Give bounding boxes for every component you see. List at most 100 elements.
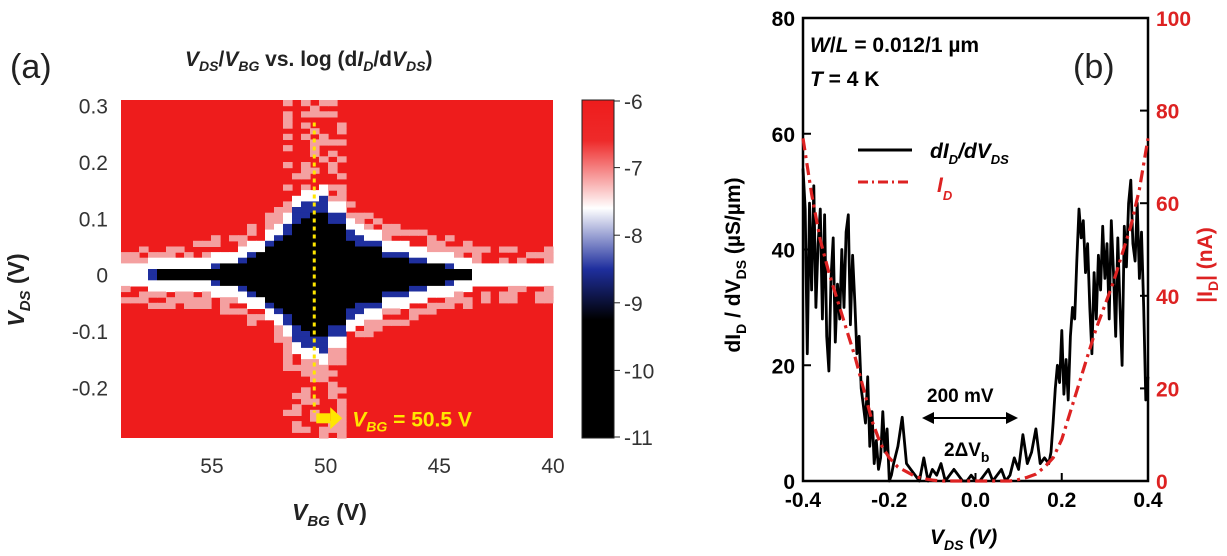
heatmap-cell [355,302,365,309]
heatmap-cell [346,201,356,208]
heatmap-cell [301,212,311,219]
heatmap-cell [265,314,275,321]
heatmap-cell [220,280,230,287]
heatmap-cell [157,302,167,309]
heatmap-cell [202,263,212,270]
heatmap-cell [292,218,302,225]
heatmap-cell [283,223,293,231]
heatmap-cell [436,280,446,287]
heatmap-cell [283,291,293,298]
heatmap-cell [328,331,338,338]
heatmap-cell [355,240,365,247]
heatmap-cell [229,235,239,242]
heatmap-cell [391,285,401,293]
heatmap-cell [301,364,311,371]
heatmap-cell [364,257,374,264]
heatmap-cell [301,229,311,236]
heatmap-cell [319,314,329,321]
heatmap-cell [328,426,338,433]
heatmap-cell [409,308,419,315]
heatmap-cell [274,336,284,343]
heatmap-cell [175,257,185,264]
heatmap-cell [283,116,293,124]
heatmap-cell [481,263,491,270]
heatmap-cell [418,229,428,236]
heatmap-cell [328,139,338,146]
heatmap-cell [301,347,311,355]
heatmap-cell [373,240,383,247]
heatmap-cell [301,336,311,343]
heatmap-cell [292,302,302,309]
heatmap-cell [220,285,230,293]
heatmap-cell [319,223,329,231]
heatmap-cell [121,263,131,270]
heatmap-cell [481,269,491,276]
heatmap-cell [337,235,347,242]
heatmap-cell [238,285,248,293]
heatmap-cell [328,257,338,264]
heatmap-cell [292,269,302,276]
heatmap-cell [301,370,311,377]
heatmap-cell [337,308,347,315]
heatmap-cell [427,246,437,253]
heatmap-cell [319,302,329,309]
line-plot-y-label-left: dID / dVDS (µS/µm) [722,177,749,352]
heatmap-cell [319,336,329,343]
heatmap-cell [409,263,419,270]
heatmap-cell [292,314,302,321]
heatmap-plot-area [121,100,554,439]
heatmap-cell [301,325,311,332]
right-tick-label: 100 [1156,8,1191,31]
heatmap-cell [337,128,347,135]
legend-label-didv: dID/dVDS [930,140,1009,167]
heatmap-cell [283,252,293,259]
heatmap-cell [193,285,203,293]
heatmap-cell [229,269,239,276]
heatmap-cell [337,274,347,281]
heatmap-cell [238,252,248,259]
heatmap-cell [301,257,311,264]
heatmap-cell [274,285,284,293]
heatmap-cell [283,212,293,219]
heatmap-cell [382,302,392,309]
heatmap-cell [211,235,221,242]
heatmap-cell [445,246,455,253]
heatmap-cell [301,201,311,208]
heatmap-cell [274,235,284,242]
heatmap-cell [535,274,545,281]
heatmap-cell [355,274,365,281]
heatmap-cell [400,269,410,276]
heatmap-cell [301,173,311,180]
heatmap-cell [247,280,257,287]
heatmap-cell [301,195,311,202]
heatmap-cell [310,302,320,309]
heatmap-cell [247,302,257,309]
heatmap-cell [184,257,194,264]
heatmap-cell [292,212,302,219]
right-tick-label: 20 [1156,378,1179,401]
heatmap-cell [319,432,329,439]
heatmap-cell [139,257,149,264]
heatmap-cell [508,285,518,293]
heatmap-cell [301,184,311,191]
heatmap-cell [481,246,491,253]
heatmap-cell [310,269,320,276]
heatmap-cell [283,331,293,338]
heatmap-cell [472,280,482,287]
heatmap-cell [427,252,437,259]
heatmap-cell [301,218,311,225]
heatmap-cell [310,308,320,315]
heatmap-cell [202,280,212,287]
heatmap-cell [247,246,257,253]
heatmap-cell [202,252,212,259]
heatmap-cell [328,223,338,231]
heatmap-cell [319,347,329,355]
heatmap-cell [382,223,392,231]
heatmap-cell [283,133,293,140]
heatmap-x-tick-label: 40 [541,455,564,478]
heatmap-cell [346,291,356,298]
heatmap-cell [445,297,455,304]
heatmap-cell [328,218,338,225]
heatmap-cell [337,139,347,146]
heatmap-cell [355,308,365,315]
